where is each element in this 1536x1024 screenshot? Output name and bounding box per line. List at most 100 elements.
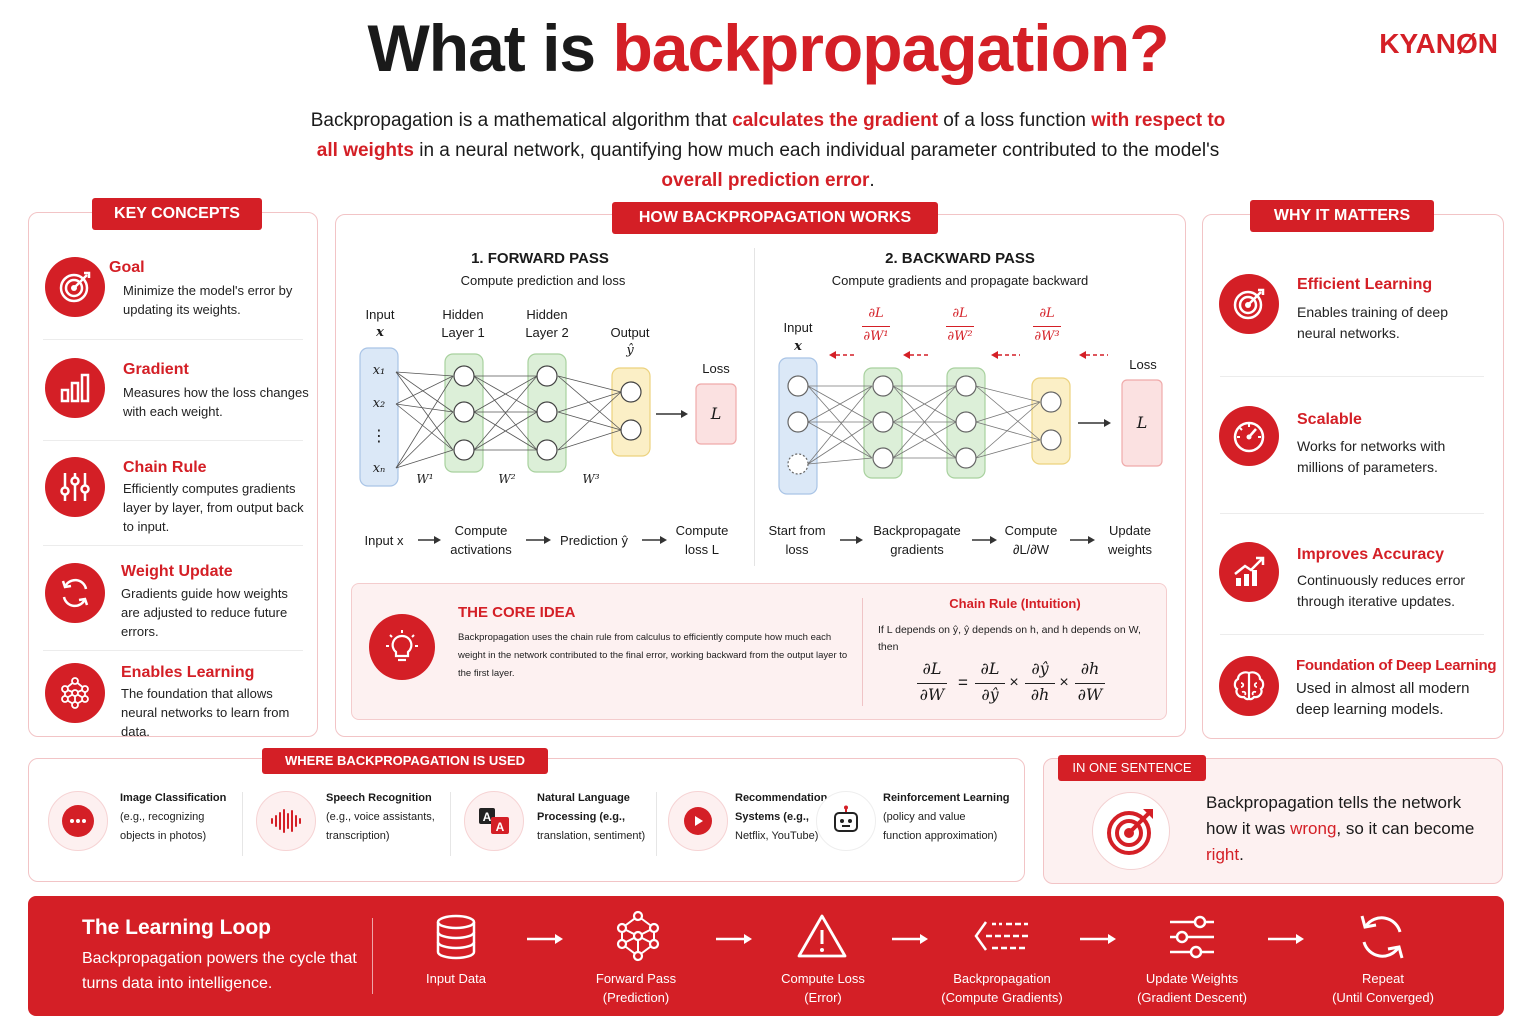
sentence-part: .: [1239, 845, 1244, 864]
use-desc: transcription): [326, 830, 390, 842]
loop-title: The Learning Loop: [82, 916, 271, 939]
formula-equals: =: [958, 673, 968, 692]
flow-step: Prediction ŷ: [560, 533, 628, 548]
flow-step: Start from loss: [768, 523, 826, 557]
svg-text:A: A: [496, 820, 505, 834]
concept-title: Chain Rule: [123, 459, 207, 476]
warning-icon: [797, 914, 847, 958]
loop-step-label: Update Weights: [1145, 971, 1239, 986]
growth-chart-icon: [1219, 542, 1279, 602]
backward-pass-title: 2. BACKWARD PASS: [885, 250, 1035, 267]
formula-num: ∂L: [980, 659, 1000, 678]
flow-step: Compute ∂L/∂W: [1004, 523, 1058, 557]
intro-paragraph: Backpropagation is a mathematical algori…: [300, 106, 1236, 196]
loss-label: Loss: [1129, 357, 1157, 372]
audio-wave-icon: [256, 791, 316, 851]
output-var: ŷ: [626, 343, 634, 358]
loop-subtitle: Backpropagation powers the cycle that tu…: [82, 950, 357, 992]
sentence-part: , so it can become: [1336, 819, 1475, 838]
refresh-icon: [45, 563, 105, 623]
benefit-desc: Works for networks with millions of para…: [1297, 438, 1446, 475]
node-x2: x₂: [372, 396, 386, 411]
chat-icon: [48, 791, 108, 851]
concept-desc: Efficiently computes gradients layer by …: [123, 481, 304, 534]
concept-title: Weight Update: [121, 563, 233, 580]
divider: [372, 918, 373, 994]
loop-step-sub: (Prediction): [602, 990, 670, 1005]
loop-step-label: Forward Pass: [595, 971, 677, 986]
title-part2: backpropagation?: [612, 11, 1169, 85]
flow-step: Backpropagate gradients: [873, 523, 961, 557]
title-part1: What is: [367, 11, 613, 85]
divider: [656, 792, 657, 856]
backward-network-diagram: [778, 351, 1163, 495]
divider: [1220, 513, 1484, 514]
chain-rule-text: If L depends on ŷ, ŷ depends on h, and h…: [878, 624, 1141, 653]
fraction-bar: [1025, 683, 1055, 684]
intro-text: of a loss function: [938, 110, 1092, 131]
fraction-bar: [1033, 326, 1061, 327]
weight-w2: W²: [498, 472, 516, 486]
forward-pass-subtitle: Compute prediction and loss: [460, 273, 626, 288]
play-icon: [668, 791, 728, 851]
core-idea-title: THE CORE IDEA: [458, 604, 576, 621]
input-var: x: [376, 325, 384, 340]
formula-num: ∂ŷ: [1031, 659, 1049, 678]
backward-pass-subtitle: Compute gradients and propagate backward: [831, 273, 1089, 288]
gradient-w2-den: ∂W²: [947, 329, 973, 344]
learning-loop-banner: The Learning Loop Backpropagation powers…: [28, 896, 1504, 1016]
loop-step-sub: (Error): [804, 990, 842, 1005]
concept-title: Goal: [109, 259, 145, 276]
use-desc: translation, sentiment): [537, 830, 646, 842]
benefit-title: Foundation of Deep Learning: [1296, 657, 1497, 674]
formula-den: ∂h: [1030, 685, 1050, 704]
sliders-icon: [45, 457, 105, 517]
loop-step-sub: (Until Converged): [1332, 990, 1434, 1005]
divider: [242, 792, 243, 856]
use-title: Systems (e.g.,: [735, 811, 809, 823]
formula-num: ∂h: [1080, 659, 1100, 678]
pass-divider: [754, 248, 755, 566]
loss-var: L: [710, 404, 722, 423]
use-title: Image Classification: [120, 792, 227, 804]
target-icon: [45, 257, 105, 317]
one-sentence-tag: IN ONE SENTENCE: [1058, 755, 1206, 781]
flow-step: Compute loss L: [675, 523, 729, 557]
fraction-bar: [975, 683, 1005, 684]
input-label: Input: [365, 307, 395, 322]
flow-step: Input x: [364, 533, 404, 548]
loss-var: L: [1136, 413, 1148, 432]
how-it-works-tag: HOW BACKPROPAGATION WORKS: [612, 202, 938, 234]
concept-title: Enables Learning: [121, 664, 255, 681]
loop-step: Repeat (Until Converged): [1318, 969, 1448, 1007]
fraction-bar: [917, 683, 947, 684]
loop-step-label: Repeat: [1362, 971, 1404, 986]
benefit-title: Efficient Learning: [1297, 276, 1433, 293]
arrow-right-icon: [527, 934, 563, 944]
use-title: Speech Recognition: [326, 792, 432, 804]
arrow-right-icon: [1268, 934, 1304, 944]
benefit-title: Scalable: [1297, 411, 1362, 428]
weight-w1: W¹: [416, 472, 434, 486]
loop-step: Forward Pass (Prediction): [586, 969, 686, 1007]
sentence-highlight: right: [1206, 845, 1240, 864]
benefit-desc: Used in almost all modern deep learning …: [1296, 680, 1470, 718]
weight-w3: W³: [582, 472, 600, 486]
intro-text: .: [869, 170, 875, 191]
node-dots: ⋮: [371, 428, 387, 445]
brand-logo: KYANØN: [1379, 28, 1498, 59]
loop-step: Backpropagation (Compute Gradients): [928, 969, 1076, 1007]
arrow-right-icon: [1080, 934, 1116, 944]
key-concepts-panel: Goal Minimize the model's error by updat…: [28, 212, 318, 739]
loop-step-sub: (Compute Gradients): [941, 990, 1063, 1005]
network-icon: [45, 663, 105, 723]
gradient-w1-den: ∂W¹: [863, 329, 889, 344]
use-desc: function approximation): [883, 830, 998, 842]
intro-text: in a neural network, quantifying how muc…: [413, 140, 1220, 161]
node-xn: xₙ: [372, 461, 386, 476]
input-var: x: [794, 339, 802, 354]
divider: [43, 650, 303, 651]
concept-title: Gradient: [123, 361, 189, 378]
use-title: Processing (e.g.,: [537, 811, 626, 823]
